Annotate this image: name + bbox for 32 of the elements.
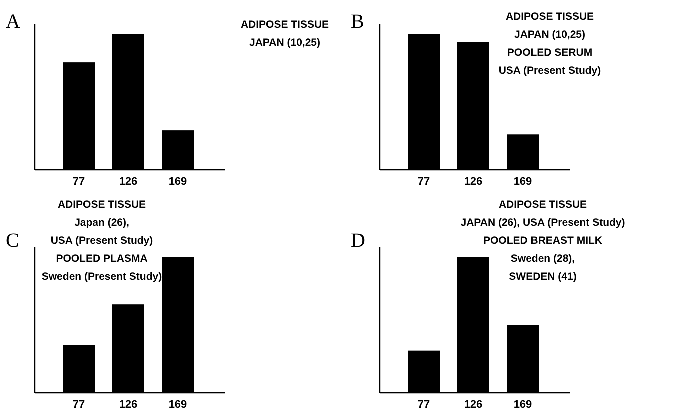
text: ADIPOSE TISSUE bbox=[506, 11, 594, 23]
text: ADIPOSE TISSUE bbox=[58, 199, 146, 211]
chart-title: A bbox=[6, 11, 21, 33]
annotation: USA (Present Study) bbox=[498, 65, 602, 77]
annotation: Sweden (Present Study) bbox=[42, 271, 162, 283]
annotation: JAPAN (10,25) bbox=[514, 29, 586, 41]
annotation: Sweden (28), bbox=[510, 253, 576, 265]
x-tick-label: 169 bbox=[168, 176, 188, 188]
x-tick-label: 77 bbox=[72, 176, 86, 188]
text: Japan (26), bbox=[74, 217, 130, 229]
x-tick-label: 77 bbox=[418, 176, 430, 188]
x-tick-label: 126 bbox=[119, 176, 138, 188]
chart-title: D bbox=[351, 230, 366, 252]
x-tick-label: 126 bbox=[464, 399, 483, 411]
x-tick-label: 77 bbox=[418, 399, 430, 411]
x-tick-label: 169 bbox=[514, 399, 532, 411]
x-tick-label: 77 bbox=[72, 399, 86, 411]
text: ADIPOSE TISSUE bbox=[498, 199, 588, 211]
chart-title: C bbox=[6, 230, 20, 252]
x-tick-label: 126 bbox=[119, 399, 138, 411]
text: POOLED BREAST MILK bbox=[483, 235, 603, 247]
text: USA (Present Study) bbox=[50, 235, 154, 247]
annotation: SWEDEN (41) bbox=[509, 271, 577, 283]
chart-title: B bbox=[351, 11, 364, 33]
text: ADIPOSE TISSUE bbox=[240, 19, 330, 31]
x-tick-label: 126 bbox=[464, 176, 483, 188]
annotation: POOLED SERUM bbox=[507, 47, 593, 59]
annotation: POOLED PLASMA bbox=[56, 253, 148, 265]
text: JAPAN (10,25) bbox=[250, 37, 320, 49]
x-tick-label: 169 bbox=[168, 399, 188, 411]
text: JAPAN (26), USA (Present Study) bbox=[460, 217, 626, 229]
x-tick-label: 169 bbox=[514, 176, 532, 188]
